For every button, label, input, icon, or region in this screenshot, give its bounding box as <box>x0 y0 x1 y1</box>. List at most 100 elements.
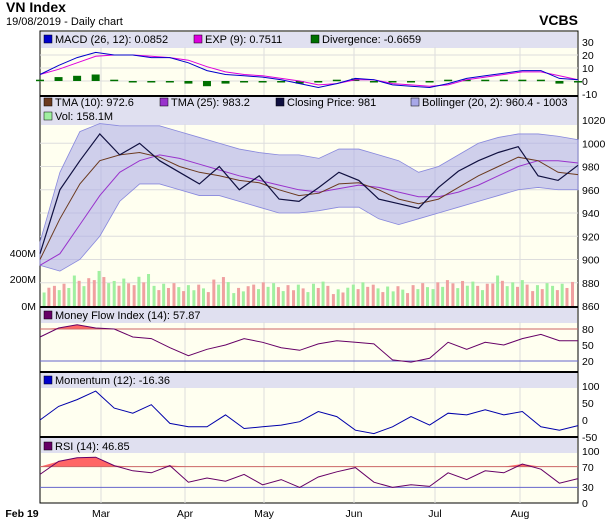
volume-bar <box>296 284 300 306</box>
volume-bar <box>292 290 296 306</box>
tma25-swatch-icon <box>159 97 169 107</box>
volume-bar <box>281 291 285 306</box>
volume-bar <box>520 280 524 306</box>
volume-bar <box>396 286 400 306</box>
volume-bar <box>192 290 196 306</box>
y-tick-label: 50 <box>582 340 594 352</box>
divergence-bar <box>54 77 63 81</box>
volume-bar <box>266 286 270 306</box>
x-tick-label: Aug <box>511 508 530 520</box>
legend-volume: Vol: 158.1M <box>55 111 113 123</box>
legend-bollinger: Bollinger (20, 2): 960.4 - 1003 <box>422 97 568 109</box>
volume-bar <box>206 292 210 306</box>
mfi-swatch-icon <box>43 310 53 320</box>
volume-bar <box>117 285 121 306</box>
volume-bar <box>456 288 460 306</box>
volume-bar <box>301 288 305 306</box>
volume-bar <box>311 283 315 306</box>
y-tick-label: 1020 <box>582 115 606 127</box>
volume-bar <box>421 283 425 306</box>
x-tick-label: Apr <box>177 508 194 520</box>
x-tick-label: Jun <box>346 508 363 520</box>
volume-bar <box>57 290 61 306</box>
closing-price-line <box>39 132 579 254</box>
volume-bar <box>451 283 455 306</box>
volume-bar <box>47 287 51 306</box>
mfi-panel-legend-band <box>41 308 577 323</box>
divergence-bar <box>481 79 490 82</box>
y-tick-label: -50 <box>582 432 597 444</box>
divergence-bar <box>555 81 564 84</box>
y-tick-label: 20 <box>582 50 594 62</box>
divergence-bar <box>536 79 545 82</box>
volume-bar <box>147 274 151 306</box>
volume-bar <box>416 289 420 306</box>
volume-bar <box>371 284 375 306</box>
volume-bar <box>485 283 489 306</box>
price-legend: TMA (10): 972.6 TMA (25): 983.2 Closing … <box>43 97 568 123</box>
brand-label: VCBS <box>539 12 578 28</box>
rsi-swatch-icon <box>43 441 53 451</box>
divergence-bar <box>425 81 434 83</box>
volume-bar <box>172 283 176 306</box>
volume-bar <box>351 284 355 306</box>
y-tick-label: 880 <box>582 278 600 290</box>
volume-bar <box>112 280 116 306</box>
volume-bar <box>425 287 429 306</box>
y-tick-label: 30 <box>582 482 594 494</box>
divergence-bar <box>110 79 119 82</box>
volume-bar <box>471 281 475 306</box>
volume-bar <box>137 276 141 306</box>
divergence-bar <box>574 81 582 83</box>
volume-bar <box>441 286 445 306</box>
y-tick-label: 0 <box>582 76 588 88</box>
y-tick-label: 100 <box>582 446 600 458</box>
divergence-bar <box>369 81 378 83</box>
rsi-line <box>39 456 579 488</box>
volume-bar <box>256 289 260 306</box>
volume-bar <box>221 277 225 306</box>
volume-bar <box>52 285 56 306</box>
volume-bar <box>431 289 435 306</box>
divergence-bar <box>332 79 341 82</box>
volume-bar <box>272 283 276 306</box>
volume-bar <box>461 280 465 306</box>
volume-bar <box>500 280 504 306</box>
divergence-bar <box>91 74 100 81</box>
divergence-bar <box>147 81 156 83</box>
volume-bar <box>560 283 564 306</box>
volume-bar <box>480 290 484 306</box>
divergence-bar <box>444 79 453 82</box>
y-tick-label: 1000 <box>582 138 606 150</box>
bollinger-band <box>39 123 579 272</box>
volume-bar <box>132 285 136 306</box>
y-tick-label: 960 <box>582 185 600 197</box>
volume-bar <box>555 290 559 306</box>
volume-bar <box>157 290 161 306</box>
volume-bar <box>246 286 250 306</box>
volume-bar <box>127 283 131 306</box>
legend-exp: EXP (9): 0.7511 <box>205 34 282 46</box>
y-tick-label: 900 <box>582 255 600 267</box>
exp-swatch-icon <box>193 34 203 44</box>
divergence-bar <box>221 81 230 84</box>
volume-bar <box>72 275 76 306</box>
volume-bar <box>276 287 280 306</box>
volume-bar <box>82 286 86 306</box>
mfi-line <box>39 324 579 363</box>
volume-bar <box>212 279 216 306</box>
volume-bar <box>286 285 290 306</box>
legend-momentum: Momentum (12): -16.36 <box>55 375 170 387</box>
volume-bar <box>565 287 569 306</box>
volume-bar <box>321 281 325 306</box>
volume-bar <box>531 291 535 306</box>
volume-tick-label: 200M <box>10 274 36 286</box>
volume-bar <box>67 287 71 306</box>
macd-legend: MACD (26, 12): 0.0852 EXP (9): 0.7511 Di… <box>43 34 421 46</box>
volume-bar <box>177 287 181 306</box>
volume-bar <box>341 292 345 306</box>
volume-bar <box>62 283 66 306</box>
y-tick-label: 80 <box>582 324 594 336</box>
legend-macd: MACD (26, 12): 0.0852 <box>55 34 168 46</box>
volume-bar <box>197 284 201 306</box>
